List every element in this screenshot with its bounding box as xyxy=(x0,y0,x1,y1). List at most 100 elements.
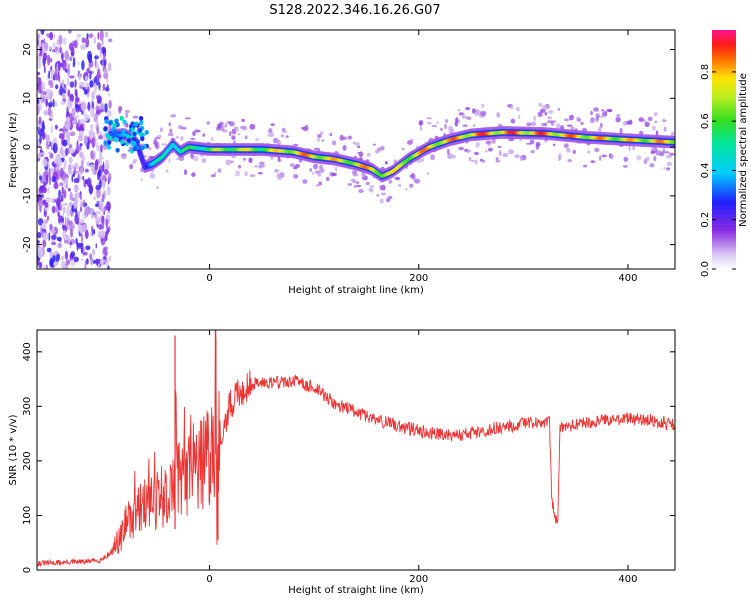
spectrogram-noise-cell xyxy=(44,202,49,208)
spectrogram-speckle xyxy=(321,139,325,142)
spectrogram-cluster-cell xyxy=(132,146,137,152)
spectrogram-noise-cell xyxy=(81,37,86,44)
spectrogram-noise-cell xyxy=(49,46,53,50)
spectrogram-speckle xyxy=(202,133,206,137)
spectrogram-noise-cell xyxy=(91,137,96,149)
spectrogram-noise-cell xyxy=(63,165,67,170)
spectrogram-speckle xyxy=(239,126,245,129)
spectrogram-speckle xyxy=(229,131,232,137)
spectrogram-speckle xyxy=(670,131,675,137)
spectrogram-speckle xyxy=(236,129,239,131)
spectrogram-speckle xyxy=(450,154,457,159)
spectrogram-noise-cell xyxy=(79,143,83,147)
spectrogram-noise-cell xyxy=(85,168,89,173)
spectrogram-noise-cell xyxy=(80,166,83,174)
spectrogram-speckle xyxy=(372,143,376,146)
spectrogram-speckle xyxy=(462,124,468,127)
spectrogram-noise-cell xyxy=(95,203,98,207)
spectrogram-noise-cell xyxy=(82,246,85,253)
spectrogram-noise-cell xyxy=(108,172,112,183)
spectrogram-speckle xyxy=(660,152,664,157)
spectrogram-noise-cell xyxy=(84,75,88,82)
spectrogram-speckle xyxy=(662,118,666,123)
spectrogram-noise-cell xyxy=(59,182,64,187)
spectrogram-noise-cell xyxy=(105,178,107,182)
spectrogram-speckle xyxy=(542,104,548,111)
spectrogram-speckle xyxy=(580,121,584,125)
spectrogram-noise-cell xyxy=(37,33,41,40)
spectrogram-speckle xyxy=(219,126,225,131)
spectrogram-noise-cell xyxy=(60,145,63,155)
spectrogram-speckle xyxy=(243,157,246,161)
colorbar-tick-label: 0.8 xyxy=(700,64,711,80)
spectrogram-noise-cell xyxy=(108,38,113,43)
spectrogram-noise-cell xyxy=(45,98,48,108)
spectrogram-noise-cell xyxy=(89,80,94,88)
spectrogram-cluster-cell xyxy=(126,138,132,143)
spectrogram-noise-cell xyxy=(57,242,62,249)
spectrogram-speckle xyxy=(193,155,199,162)
spectrogram-speckle xyxy=(169,128,173,133)
spectrogram-noise-cell xyxy=(73,199,78,210)
spectrogram-noise-cell xyxy=(93,36,97,44)
spectrogram-noise-cell xyxy=(47,54,51,66)
spectrogram-speckle xyxy=(491,138,496,144)
spectrogram-speckle xyxy=(540,123,547,126)
spectrogram-noise-cell xyxy=(61,255,64,261)
spectrogram-speckle xyxy=(644,121,650,128)
snr-y-tick-label: 400 xyxy=(22,342,33,361)
spectrogram-noise-cell xyxy=(61,186,64,194)
spectrogram-speckle xyxy=(626,120,632,125)
spectrogram-noise-cell xyxy=(68,144,73,149)
spectrogram-noise-cell xyxy=(51,197,55,204)
spectrogram-noise-cell xyxy=(46,247,52,253)
spectrogram-frame xyxy=(36,29,676,270)
spectrogram-noise-cell xyxy=(50,125,53,134)
spectrogram-noise-cell xyxy=(63,174,66,183)
spectrogram-noise-cell xyxy=(93,228,96,235)
spectrogram-cluster-cell xyxy=(134,121,139,127)
spectrogram-speckle xyxy=(570,126,575,131)
spectrogram-speckle xyxy=(149,173,156,179)
spectrogram-noise-cell xyxy=(67,169,73,175)
spectrogram-speckle xyxy=(279,159,282,162)
spectrogram-speckle xyxy=(292,174,299,179)
spectrogram-noise-cell xyxy=(62,37,67,46)
spectrogram-speckle xyxy=(615,117,621,123)
spectrogram-noise-cell xyxy=(86,33,89,39)
snr-series xyxy=(37,330,675,568)
spectrogram-speckle xyxy=(481,103,485,108)
spectrogram-noise-cell xyxy=(54,46,59,52)
spectrogram-speckle xyxy=(481,160,486,163)
spectrogram-noise-cell xyxy=(69,93,74,103)
spectrogram-speckle xyxy=(191,172,196,178)
spectrogram-speckle xyxy=(514,154,520,159)
spectrogram-speckle xyxy=(217,168,222,173)
spectrogram-speckle xyxy=(294,164,301,168)
spectrogram-speckle xyxy=(458,146,465,151)
spectrogram-noise-cell xyxy=(50,167,54,176)
spectrogram-speckle xyxy=(440,127,443,131)
spectrogram-speckle xyxy=(244,171,249,177)
spectrogram-speckle xyxy=(457,109,461,112)
spectrogram-noise-cell xyxy=(99,87,102,92)
spectrogram-cluster-cell xyxy=(120,139,125,145)
spectrogram-noise-cell xyxy=(96,127,99,133)
spectrogram-noise-cell xyxy=(79,81,85,87)
spectrogram-noise-cell xyxy=(64,250,68,260)
spectrogram-speckle xyxy=(132,115,139,119)
spectrogram-noise-cell xyxy=(62,229,67,240)
spectrogram-cluster-cell xyxy=(139,120,144,126)
spectrogram-noise-cell xyxy=(105,201,111,211)
spectrogram-speckle xyxy=(379,198,384,204)
spectrogram-speckle xyxy=(600,122,603,128)
spectrogram-speckle xyxy=(663,151,670,154)
spectrogram-noise-cell xyxy=(89,253,93,260)
spectrogram-noise-cell xyxy=(103,256,107,260)
spectrogram-noise-cell xyxy=(96,42,102,51)
spectrogram-noise-cell xyxy=(50,229,56,233)
spectrogram-speckle xyxy=(233,140,237,145)
spectrogram-speckle xyxy=(369,185,375,188)
spectrogram-noise-cell xyxy=(64,87,68,91)
spectrogram-noise-cell xyxy=(40,152,46,156)
